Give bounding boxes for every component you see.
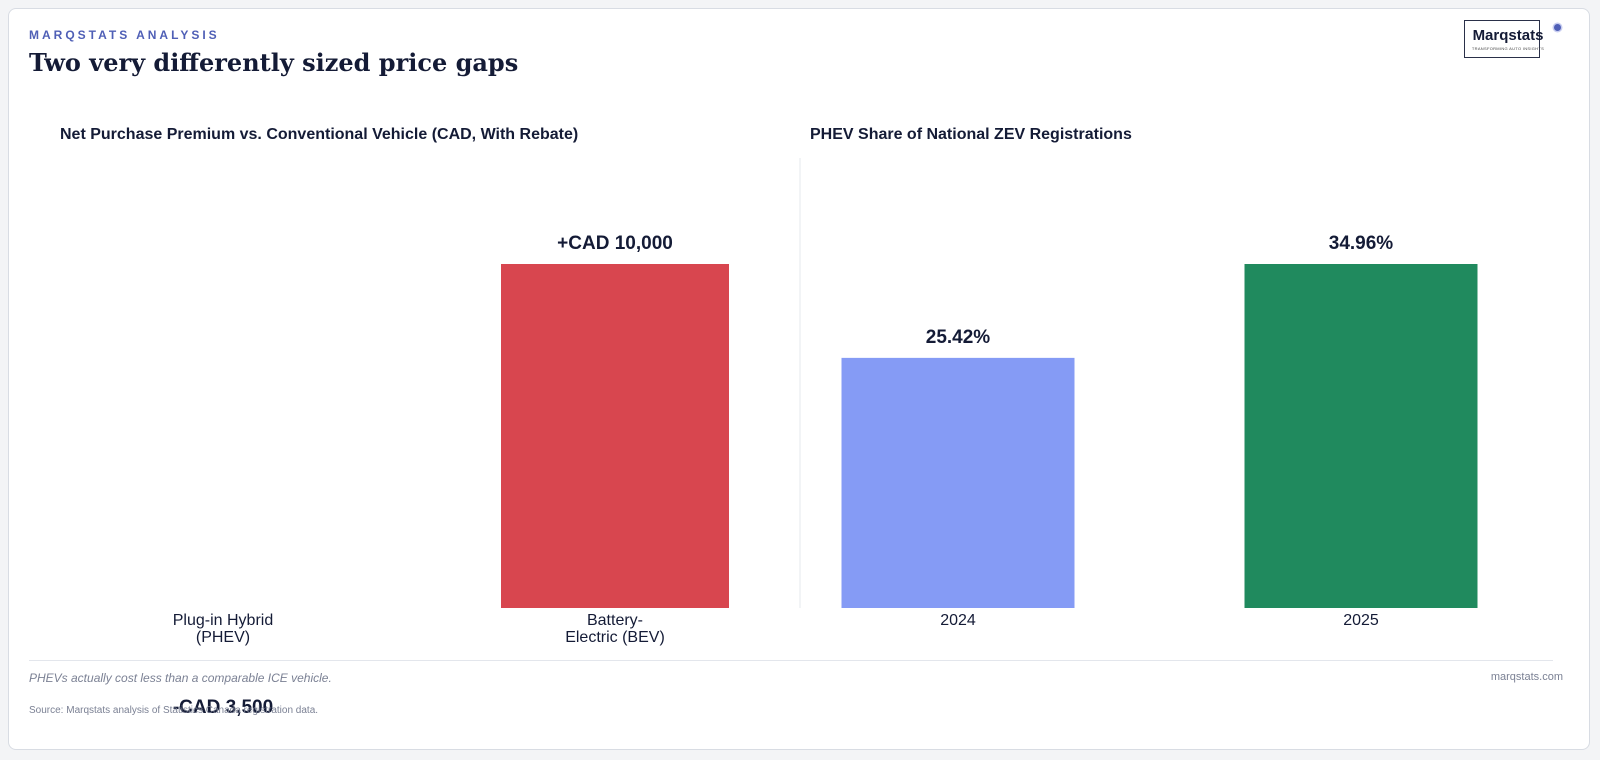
data-label: 25.42% <box>926 327 991 348</box>
data-label: +CAD 10,000 <box>557 233 673 254</box>
footer-divider <box>29 660 1553 661</box>
chart-title: Net Purchase Premium vs. Conventional Ve… <box>60 126 578 143</box>
footer-site-link[interactable]: marqstats.com <box>1490 671 1563 683</box>
footer-note: PHEVs actually cost less than a comparab… <box>29 671 332 685</box>
page-title: Two very differently sized price gaps <box>29 48 519 77</box>
x-tick-label: Electric (BEV) <box>565 629 665 646</box>
bar <box>841 357 1075 608</box>
x-tick-label: 2025 <box>1343 612 1379 629</box>
chart-title: PHEV Share of National ZEV Registrations <box>810 126 1132 143</box>
bar <box>501 264 729 608</box>
logo-wordmark: Marqstats <box>1472 27 1544 44</box>
footer-source: Source: Marqstats analysis of Statistics… <box>29 705 319 716</box>
data-label: 34.96% <box>1329 233 1394 254</box>
eyebrow-label: MARQSTATS ANALYSIS <box>29 28 220 42</box>
data-label: -CAD 3,500 <box>173 697 273 718</box>
x-tick-label: 2024 <box>940 612 976 629</box>
marqstats-logo <box>1464 20 1540 58</box>
x-tick-label: Battery- <box>587 612 643 629</box>
x-tick-label: (PHEV) <box>196 629 250 646</box>
x-tick-label: Plug-in Hybrid <box>173 612 273 629</box>
logo-dot-icon <box>1554 24 1561 31</box>
bar <box>1244 264 1478 608</box>
logo-tagline: TRANSFORMING AUTO INSIGHTS <box>1471 46 1545 51</box>
